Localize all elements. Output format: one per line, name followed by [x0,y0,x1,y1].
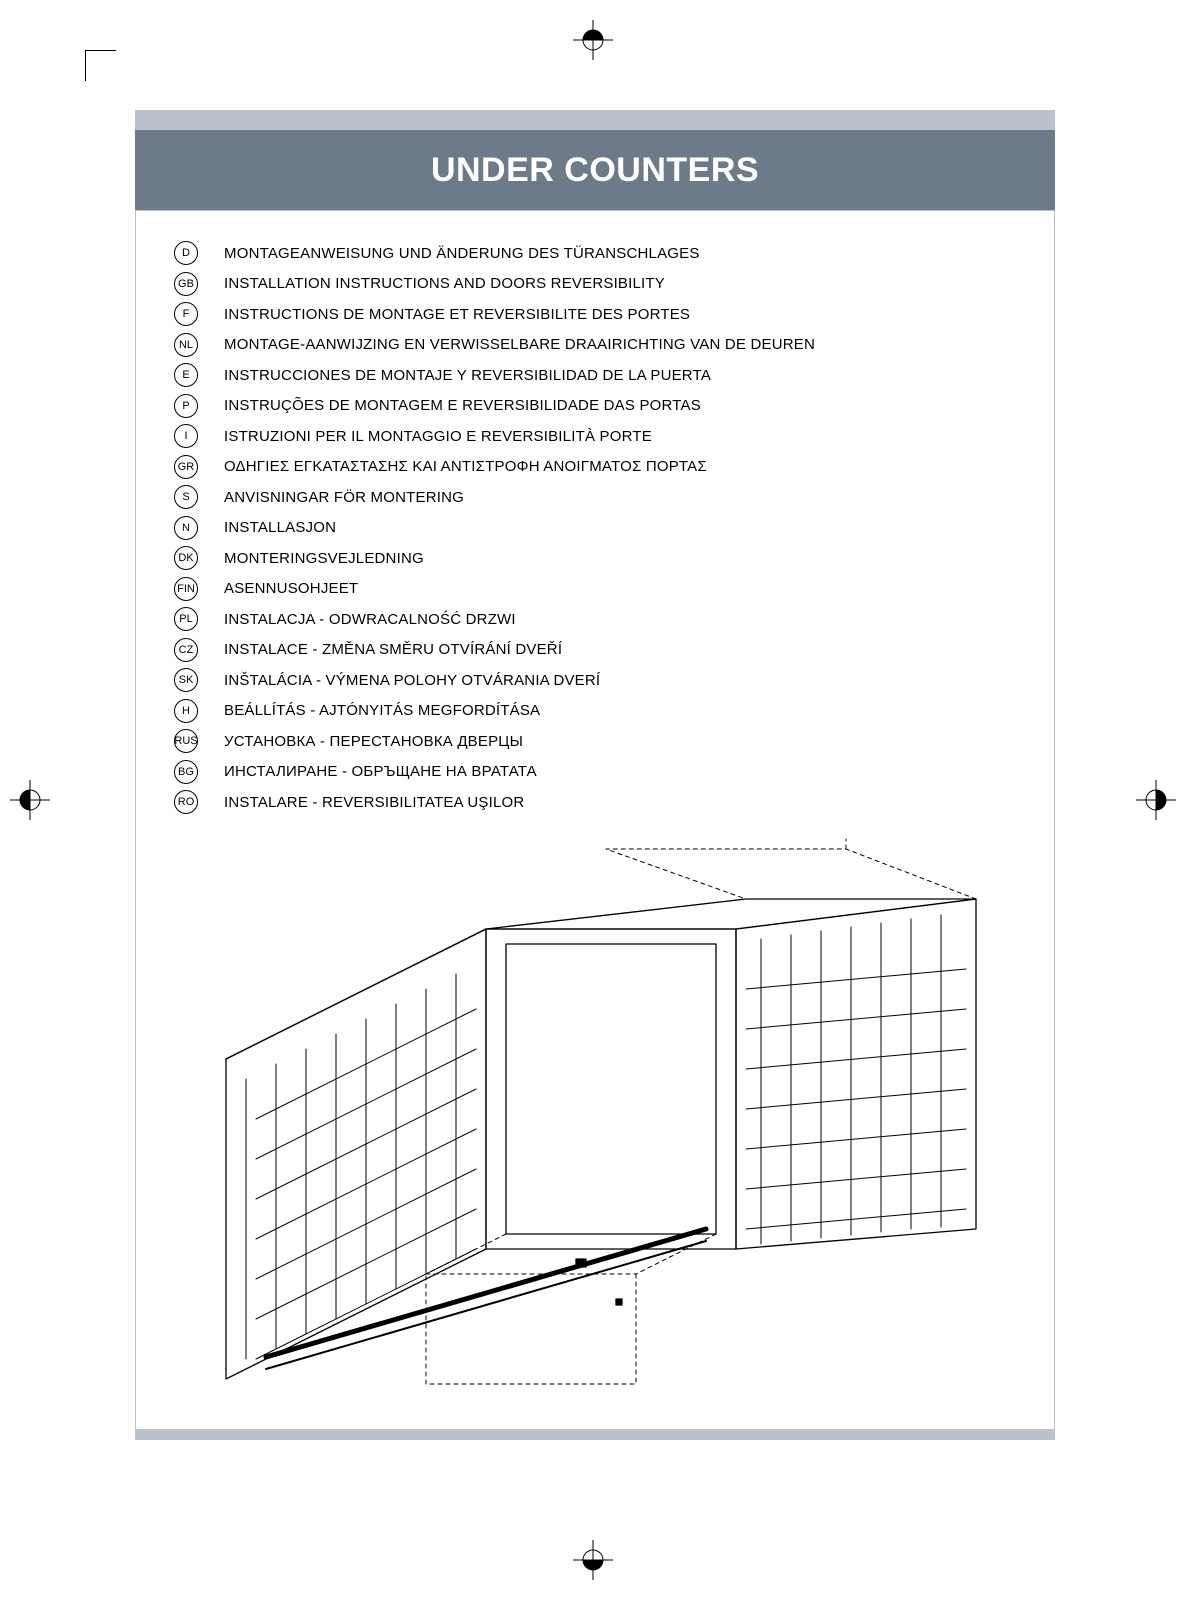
under-counter-diagram [206,829,986,1409]
lang-text: INSTRUÇÕES DE MONTAGEM E REVERSIBILIDADE… [224,397,701,414]
lang-badge: PL [174,607,198,631]
lang-row: N INSTALLASJON [174,516,1016,540]
lang-text: MONTAGEANWEISUNG UND ÄNDERUNG DES TÜRANS… [224,245,700,262]
lang-badge: FIN [174,577,198,601]
lang-row: CZ INSTALACE - ZMĚNA SMĚRU OTVÍRÁNÍ DVEŘÍ [174,638,1016,662]
lang-text: INSTALARE - REVERSIBILITATEA UŞILOR [224,794,524,811]
lang-row: F INSTRUCTIONS DE MONTAGE ET REVERSIBILIT… [174,302,1016,326]
lang-badge: S [174,485,198,509]
lang-badge: RUS [174,729,198,753]
crop-mark-top [573,20,613,60]
lang-text: INSTRUCCIONES DE MONTAJE Y REVERSIBILIDA… [224,367,711,384]
lang-badge: N [174,516,198,540]
lang-row: H BEÁLLÍTÁS - AJTÓNYITÁS MEGFORDÍTÁSA [174,699,1016,723]
lang-badge: GR [174,455,198,479]
lang-badge: F [174,302,198,326]
lang-row: FIN ASENNUSOHJEET [174,577,1016,601]
lang-row: PL INSTALACJA - ODWRACALNOŚĆ DRZWI [174,607,1016,631]
lang-badge: GB [174,272,198,296]
lang-text: INSTRUCTIONS DE MONTAGE ET REVERSIBILITE… [224,306,690,323]
crop-mark-bottom [573,1540,613,1580]
lang-text: ISTRUZIONI PER IL MONTAGGIO E REVERSIBIL… [224,428,652,445]
lang-text: ИНСТАЛИРАНЕ - ОБРЪЩАНЕ НА ВРАТАТА [224,763,537,780]
lang-badge: CZ [174,638,198,662]
lang-text: MONTAGE-AANWIJZING EN VERWISSELBARE DRAA… [224,336,815,353]
lang-text: ASENNUSOHJEET [224,580,358,597]
lang-row: DK MONTERINGSVEJLEDNING [174,546,1016,570]
lang-badge: DK [174,546,198,570]
lang-row: P INSTRUÇÕES DE MONTAGEM E REVERSIBILIDAD… [174,394,1016,418]
header-band: UNDER COUNTERS [135,130,1055,210]
lang-row: GR ΟΔΗΓΙΕΣ ΕΓΚΑΤΑΣΤΑΣΗΣ ΚΑΙ ΑΝΤΙΣΤΡΟΦΗ ΑΝ… [174,455,1016,479]
lang-badge: D [174,241,198,265]
lang-badge: SK [174,668,198,692]
lang-text: ANVISNINGAR FÖR MONTERING [224,489,464,506]
lang-text: ΟΔΗΓΙΕΣ ΕΓΚΑΤΑΣΤΑΣΗΣ ΚΑΙ ΑΝΤΙΣΤΡΟΦΗ ΑΝΟΙ… [224,458,707,475]
content-panel: D MONTAGEANWEISUNG UND ÄNDERUNG DES TÜRAN… [135,210,1055,1430]
lang-badge: NL [174,333,198,357]
lang-row: RUS УСТАНОВКА - ПЕРЕСТАНОВКА ДВЕРЦЫ [174,729,1016,753]
lang-badge: E [174,363,198,387]
lang-badge: BG [174,760,198,784]
lang-row: E INSTRUCCIONES DE MONTAJE Y REVERSIBILID… [174,363,1016,387]
lang-row: BG ИНСТАЛИРАНЕ - ОБРЪЩАНЕ НА ВРАТАТА [174,760,1016,784]
lang-badge: P [174,394,198,418]
lang-text: УСТАНОВКА - ПЕРЕСТАНОВКА ДВЕРЦЫ [224,733,523,750]
corner-crop-mark [85,50,116,81]
lang-text: BEÁLLÍTÁS - AJTÓNYITÁS MEGFORDÍTÁSA [224,702,540,719]
lang-row: GB INSTALLATION INSTRUCTIONS AND DOORS RE… [174,272,1016,296]
lang-row: S ANVISNINGAR FÖR MONTERING [174,485,1016,509]
lang-row: RO INSTALARE - REVERSIBILITATEA UŞILOR [174,790,1016,814]
lang-badge: I [174,424,198,448]
lang-badge: H [174,699,198,723]
crop-mark-right [1136,780,1176,820]
lang-text: MONTERINGSVEJLEDNING [224,550,424,567]
lang-row: I ISTRUZIONI PER IL MONTAGGIO E REVERSIBI… [174,424,1016,448]
lang-row: SK INŠTALÁCIA - VÝMENA POLOHY OTVÁRANIA D… [174,668,1016,692]
lang-text: INŠTALÁCIA - VÝMENA POLOHY OTVÁRANIA DVE… [224,672,600,689]
lang-text: INSTALACE - ZMĚNA SMĚRU OTVÍRÁNÍ DVEŘÍ [224,641,562,658]
language-list: D MONTAGEANWEISUNG UND ÄNDERUNG DES TÜRAN… [174,241,1016,814]
page-title: UNDER COUNTERS [431,151,759,190]
lang-badge: RO [174,790,198,814]
lang-row: NL MONTAGE-AANWIJZING EN VERWISSELBARE DR… [174,333,1016,357]
lang-text: INSTALLASJON [224,519,336,536]
lang-text: INSTALLATION INSTRUCTIONS AND DOORS REVE… [224,275,665,292]
lang-text: INSTALACJA - ODWRACALNOŚĆ DRZWI [224,611,516,628]
crop-mark-left [10,780,50,820]
lang-row: D MONTAGEANWEISUNG UND ÄNDERUNG DES TÜRAN… [174,241,1016,265]
